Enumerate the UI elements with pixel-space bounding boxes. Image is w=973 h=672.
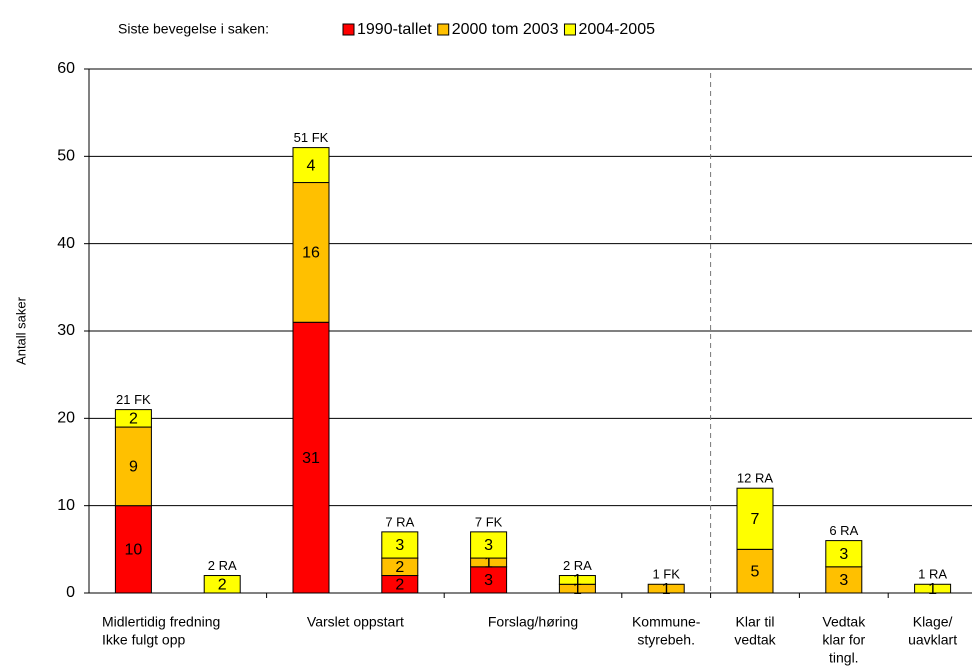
value-label: 2 (395, 576, 404, 593)
bar-segment (558, 575, 596, 585)
x-tick-label: klar for (822, 632, 865, 648)
value-label: 31 (302, 450, 320, 467)
x-tick-label: Kommune- (632, 614, 701, 630)
value-label: 3 (484, 572, 493, 589)
x-tick-label: tingl. (829, 650, 859, 666)
value-label: 3 (839, 572, 848, 589)
bar-segment (114, 505, 152, 594)
x-tick-label: Klage/ (913, 614, 953, 630)
y-tick-label: 10 (57, 497, 75, 514)
value-label: 9 (129, 459, 138, 476)
value-label: 2 (395, 559, 404, 576)
value-label: 3 (839, 546, 848, 563)
legend-label: 2000 tom 2003 (452, 21, 559, 38)
value-label: 10 (125, 542, 143, 559)
bar-segment (114, 426, 152, 507)
bar-segment (114, 409, 152, 428)
legend-label: 1990-tallet (357, 21, 432, 38)
value-label: 4 (307, 157, 316, 174)
x-tick-label: vedtak (734, 632, 776, 648)
x-tick-label: Vedtak (822, 614, 866, 630)
legend-label: 2004-2005 (578, 21, 655, 38)
bar-segment (825, 540, 863, 568)
legend-title: Siste bevegelse i saken: (118, 21, 269, 37)
x-tick-label: uavklart (908, 632, 957, 648)
value-label: 7 (751, 511, 760, 528)
total-label: 7 RA (385, 514, 414, 529)
total-label: 51 FK (294, 130, 329, 145)
total-label: 12 RA (737, 471, 773, 486)
value-label: 1 (573, 581, 582, 598)
value-label: 2 (218, 576, 227, 593)
bar-segment (736, 487, 774, 550)
x-tick-label: Klar til (736, 614, 775, 630)
x-tick-label: Ikke fulgt opp (102, 632, 185, 648)
x-tick-label: Varslet oppstart (307, 614, 404, 630)
value-label: 1 (928, 581, 937, 598)
x-tick-label: Forslag/høring (488, 614, 578, 630)
y-tick-label: 30 (57, 322, 75, 339)
y-tick-label: 60 (57, 60, 75, 77)
value-label: 5 (751, 563, 760, 580)
bar-segment (825, 566, 863, 594)
value-label: 1 (484, 555, 493, 572)
y-tick-label: 20 (57, 410, 75, 427)
total-label: 1 RA (918, 567, 947, 582)
value-label: 16 (302, 245, 320, 262)
legend-swatch (563, 23, 576, 36)
x-tick-label: styrebeh. (637, 632, 695, 648)
bar-segment (381, 531, 419, 559)
y-tick-label: 0 (66, 584, 75, 601)
bar-segment (292, 147, 330, 184)
y-tick-label: 50 (57, 148, 75, 165)
value-label: 3 (484, 537, 493, 554)
y-axis-label: Antall saker (13, 296, 28, 365)
value-label: 1 (662, 581, 671, 598)
total-label: 21 FK (116, 392, 151, 407)
y-tick-label: 40 (57, 235, 75, 252)
value-label: 1 (573, 572, 582, 589)
total-label: 2 RA (563, 558, 592, 573)
bar-segment (470, 531, 508, 559)
value-label: 3 (395, 537, 404, 554)
legend-swatch (342, 23, 355, 36)
x-tick-label: Midlertidig fredning (102, 614, 220, 630)
bar-segment (292, 182, 330, 323)
total-label: 7 FK (475, 514, 503, 529)
total-label: 6 RA (829, 523, 858, 538)
value-label: 2 (129, 411, 138, 428)
bar-segment (292, 321, 330, 594)
legend-swatch (437, 23, 450, 36)
total-label: 2 RA (208, 558, 237, 573)
total-label: 1 FK (652, 567, 680, 582)
bar-segment (736, 548, 774, 594)
